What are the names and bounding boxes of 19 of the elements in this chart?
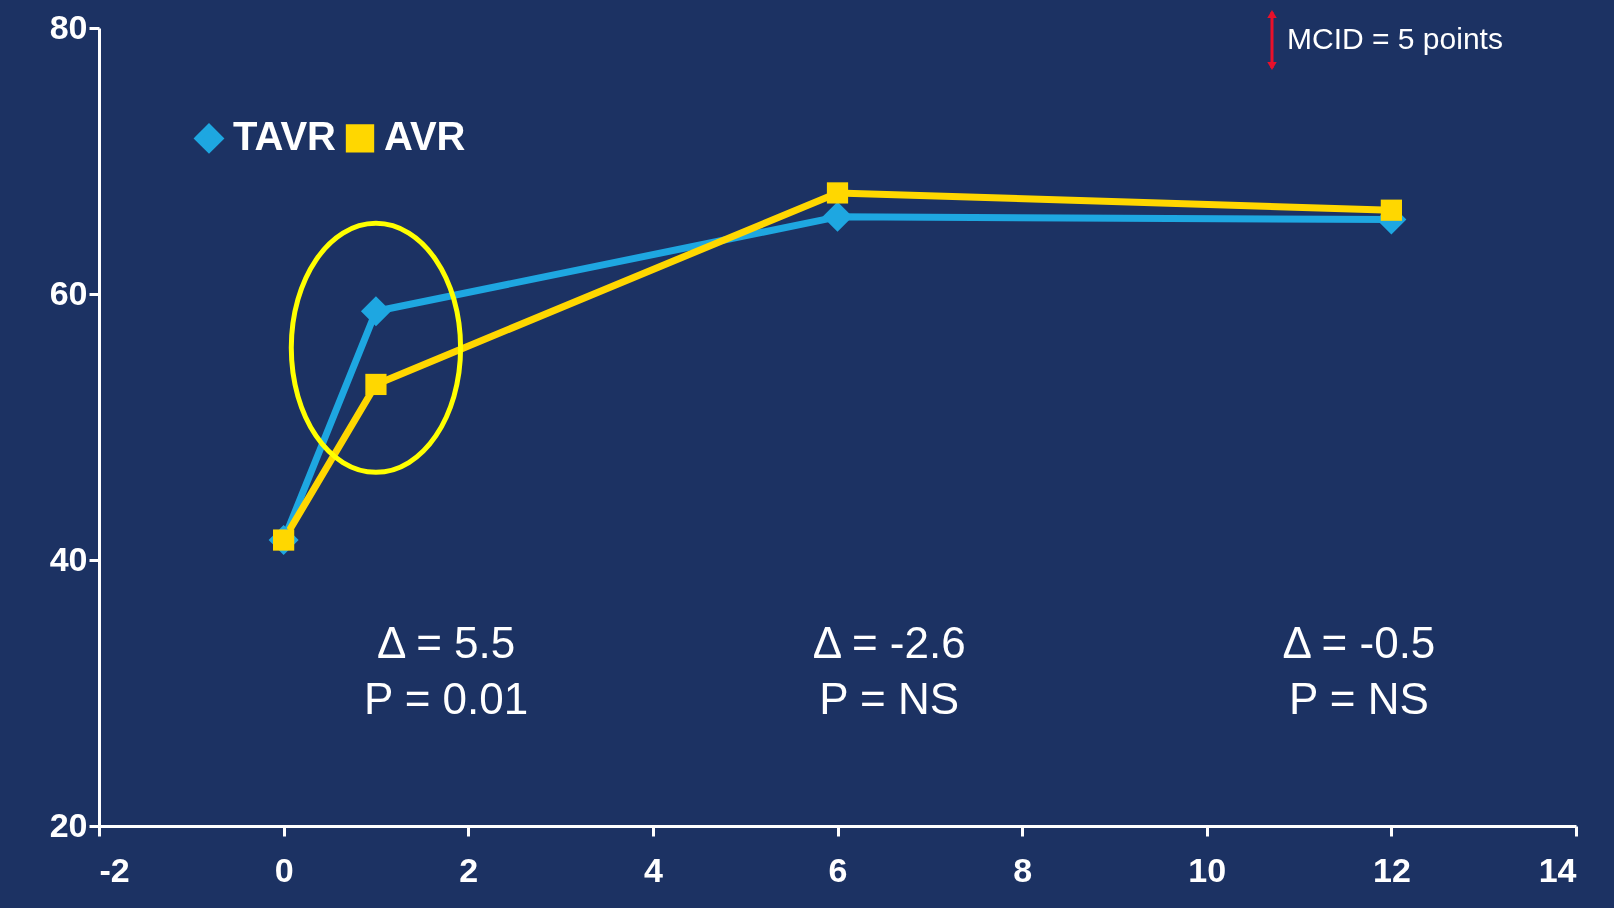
legend-label: TAVR (233, 114, 337, 159)
legend-label: AVR (384, 114, 466, 159)
x-tick-label: 6 (828, 850, 848, 889)
x-tick-label: 14 (1538, 850, 1577, 889)
x-tick-label: 0 (274, 850, 294, 889)
y-tick-label: 40 (49, 539, 88, 578)
annotation: Δ = -2.6 P = NS (812, 617, 966, 723)
annotation: Δ = 5.5 P = 0.01 (363, 617, 529, 723)
x-tick-label: 2 (459, 850, 479, 889)
x-tick-label: 4 (643, 850, 663, 889)
y-tick-label: 20 (49, 805, 88, 844)
annotation: Δ = -0.5 P = NS (1282, 617, 1436, 723)
x-tick-label: 10 (1188, 850, 1227, 889)
y-tick-label: 80 (49, 7, 88, 46)
y-tick-label: 60 (49, 273, 88, 312)
annotation: MCID = 5 points (1287, 22, 1503, 55)
x-tick-label: -2 (99, 850, 130, 889)
x-tick-label: 8 (1013, 850, 1033, 889)
x-tick-label: 12 (1372, 850, 1411, 889)
